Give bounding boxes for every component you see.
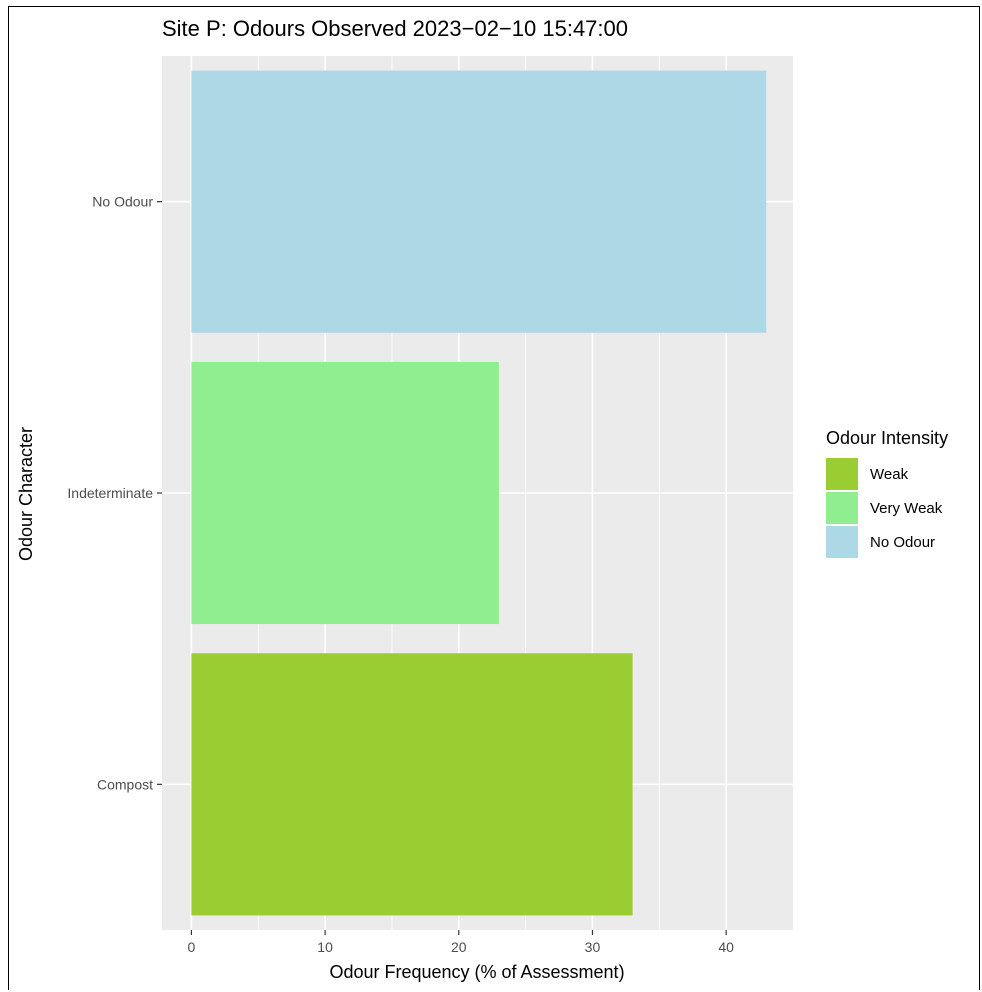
- x-tick-label: 10: [317, 939, 333, 955]
- x-axis-title: Odour Frequency (% of Assessment): [329, 962, 624, 982]
- legend-label: Weak: [870, 466, 909, 483]
- y-axis-title: Odour Character: [16, 427, 36, 561]
- legend-swatch: [826, 458, 858, 490]
- y-tick-label: Compost: [97, 776, 153, 792]
- legend-title: Odour Intensity: [826, 428, 948, 448]
- y-tick-label: No Odour: [92, 194, 153, 210]
- y-tick-label: Indeterminate: [67, 485, 153, 501]
- legend: Odour Intensity Weak Very Weak No Odour: [826, 428, 948, 558]
- y-axis: No Odour Indeterminate Compost: [67, 194, 162, 792]
- legend-label: Very Weak: [870, 500, 943, 517]
- bars: [191, 70, 767, 916]
- x-axis: 0 10 20 30 40: [188, 930, 734, 955]
- x-tick-label: 20: [451, 939, 467, 955]
- x-tick-label: 0: [188, 939, 196, 955]
- bar-compost: [191, 653, 633, 916]
- x-tick-label: 40: [718, 939, 734, 955]
- legend-swatch: [826, 526, 858, 558]
- x-tick-label: 30: [585, 939, 601, 955]
- bar-no-odour: [191, 70, 767, 333]
- bar-indeterminate: [191, 361, 499, 625]
- legend-swatch: [826, 492, 858, 524]
- legend-label: No Odour: [870, 534, 935, 551]
- chart-title: Site P: Odours Observed 2023−02−10 15:47…: [162, 16, 628, 41]
